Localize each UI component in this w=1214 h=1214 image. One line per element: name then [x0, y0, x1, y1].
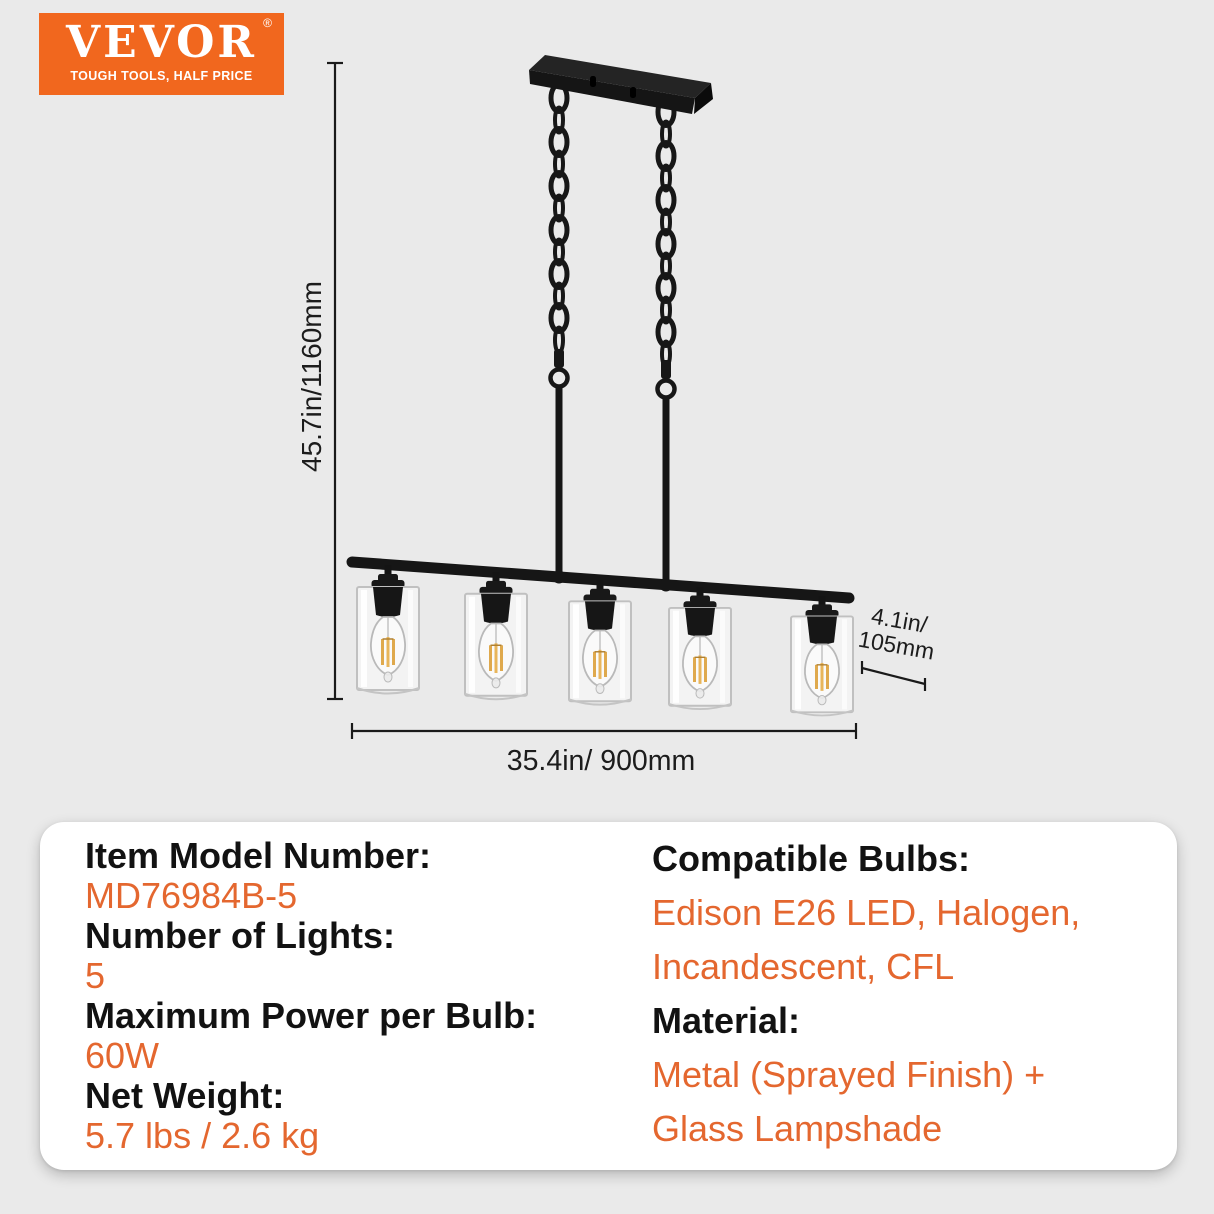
spec-label-bulbs: Compatible Bulbs: [652, 838, 971, 879]
chain-right [658, 99, 674, 369]
registered-mark: ® [263, 16, 272, 30]
ceiling-canopy [529, 55, 713, 114]
spec-column-right: Compatible Bulbs: Edison E26 LED, Haloge… [652, 832, 1144, 1156]
logo-brand-text: VEVOR ® [66, 17, 272, 65]
lamp-3 [567, 578, 633, 707]
vevor-logo: VEVOR ® TOUGH TOOLS, HALF PRICE [39, 13, 284, 95]
spec-value-lights: 5 [85, 955, 106, 996]
width-dimension-label: 35.4in/ 900mm [507, 745, 696, 777]
lamp-2 [463, 570, 529, 701]
spec-label-model: Item Model Number: [85, 835, 432, 876]
spec-value-bulbs: Edison E26 LED, Halogen, Incandescent, C… [652, 892, 1081, 987]
shade-dimension [860, 661, 927, 691]
lamp-5 [789, 594, 855, 718]
height-dimension [327, 61, 343, 701]
down-rod-right [655, 360, 677, 586]
chandelier-illustration: 45.7in/1160mm 35.4in/ 900mm 4.1in/ 105mm [300, 55, 936, 777]
lamp-4 [667, 585, 733, 711]
height-dimension-label: 45.7in/1160mm [300, 281, 327, 472]
spec-label-material: Material: [652, 1000, 801, 1041]
logo-tagline: TOUGH TOOLS, HALF PRICE [70, 69, 253, 83]
spec-label-weight: Net Weight: [85, 1075, 285, 1116]
lamp-1 [355, 563, 421, 695]
logo-brand-word: VEVOR [66, 17, 257, 68]
width-dimension [350, 723, 858, 739]
spec-label-power: Maximum Power per Bulb: [85, 995, 538, 1036]
spec-value-model: MD76984B-5 [85, 875, 298, 916]
chain-left [551, 85, 567, 355]
spec-label-lights: Number of Lights: [85, 915, 395, 956]
spec-value-power: 60W [85, 1035, 160, 1076]
spec-value-weight: 5.7 lbs / 2.6 kg [85, 1115, 320, 1156]
spec-panel [40, 822, 1177, 1170]
down-rod-left [548, 349, 570, 578]
spec-value-material: Metal (Sprayed Finish) + Glass Lampshade [652, 1054, 1046, 1149]
spec-column-left: Item Model Number: MD76984B-5 Number of … [85, 836, 635, 1156]
